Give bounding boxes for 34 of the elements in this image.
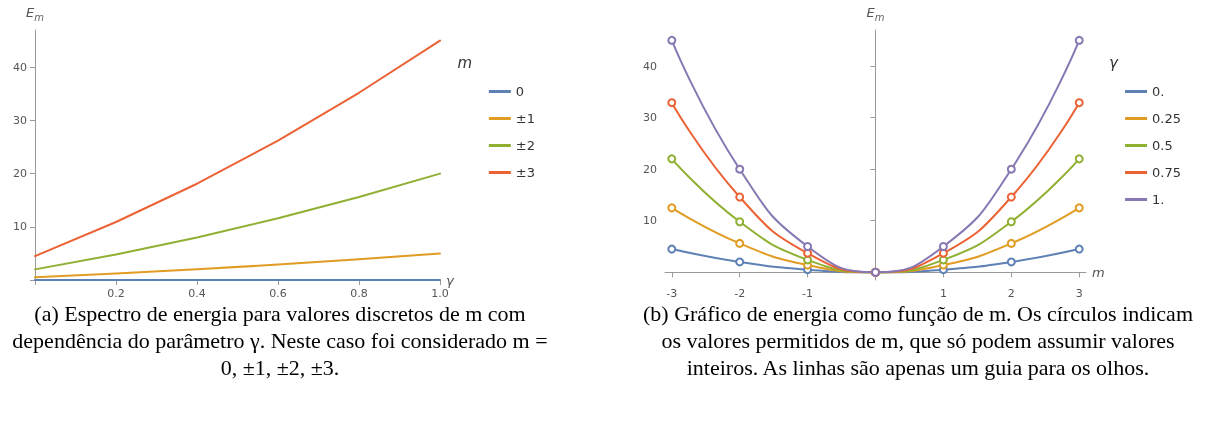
- text: (a) Espectro de energia para valores discretos de m com dependência do parâmetro γ. Neste caso foi considerado m = 0, ±1, ±2, ±3.: [11, 300, 549, 381]
- x-axis-title: γ: [446, 272, 455, 288]
- y-tick-label: 20: [13, 167, 27, 181]
- x-tick-label: -2: [734, 287, 746, 300]
- x-tick-label: 3: [1075, 287, 1083, 300]
- y-tick-label: 40: [13, 60, 27, 74]
- legend-label: 0.5: [1152, 138, 1173, 153]
- y-tick-label: 40: [643, 59, 657, 73]
- x-tick-label: 1.0: [431, 287, 449, 300]
- legend-label: 0: [515, 84, 525, 99]
- x-tick-label: 0.6: [269, 287, 287, 300]
- y-tick-label: 10: [13, 220, 27, 234]
- y-tick-label: 30: [643, 111, 657, 125]
- y-tick-label: 20: [643, 162, 657, 176]
- x-tick-label: 0.4: [188, 287, 206, 300]
- x-tick-label: 0.8: [350, 287, 368, 300]
- x-tick-label: -3: [666, 287, 678, 300]
- x-axis-title: m: [1092, 264, 1105, 280]
- x-tick-label: 0.2: [107, 287, 125, 300]
- legend-label: 0.75: [1152, 165, 1182, 180]
- x-tick-label: 2: [1007, 287, 1015, 300]
- text: (b) Gráfico de energia como função de m. Os círculos indicam os valores permitidos de m, que só podem assumir valores inteiros. As linhas são apenas um guia para os olhos.: [642, 300, 1194, 381]
- legend-label: ±3: [515, 165, 536, 180]
- legend-label: ±2: [515, 138, 536, 153]
- legend-label: 0.25: [1152, 111, 1182, 126]
- legend-title: γ: [1109, 53, 1120, 72]
- x-tick-label: -1: [802, 287, 814, 300]
- legend-title: m: [457, 53, 473, 72]
- y-tick-label: 30: [13, 113, 27, 127]
- legend-label: 0.: [1152, 84, 1165, 99]
- x-tick-label: 1: [939, 287, 947, 300]
- legend-label: 1.: [1152, 192, 1165, 207]
- y-tick-label: 10: [643, 214, 657, 228]
- legend-label: ±1: [515, 111, 536, 126]
